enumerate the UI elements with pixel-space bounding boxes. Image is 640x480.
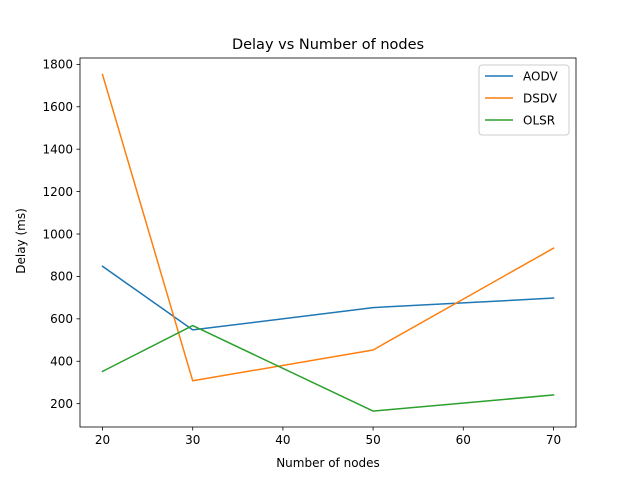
series-line-aodv [101, 265, 555, 331]
legend-label-dsdv: DSDV [523, 91, 558, 105]
x-tick-label: 40 [275, 433, 290, 447]
legend: AODV DSDV OLSR [478, 64, 570, 136]
y-tick-label: 200 [50, 397, 73, 411]
y-tick-label: 1600 [42, 100, 73, 114]
y-tick-label: 1800 [42, 58, 73, 72]
x-tick-label: 30 [185, 433, 200, 447]
series-line-dsdv [101, 73, 555, 382]
plot-area: 20 30 40 50 60 70 200 400 600 800 1000 1200 1400 1600… [42, 57, 577, 447]
y-tick-label: 600 [50, 312, 73, 326]
y-tick-label: 1200 [42, 185, 73, 199]
legend-box [478, 64, 570, 136]
legend-label-olsr: OLSR [523, 113, 555, 127]
x-tick-label: 60 [456, 433, 471, 447]
chart-title: Delay vs Number of nodes [232, 37, 424, 53]
series-line-olsr [101, 324, 555, 412]
x-tick-label: 20 [95, 433, 110, 447]
y-axis-label: Delay (ms) [14, 208, 28, 274]
y-tick-label: 800 [50, 270, 73, 284]
y-tick-label: 400 [50, 355, 73, 369]
y-tick-label: 1400 [42, 142, 73, 156]
legend-label-aodv: AODV [523, 69, 558, 83]
x-tick-label: 70 [546, 433, 561, 447]
y-tick-label: 1000 [42, 227, 73, 241]
axes-frame [79, 57, 577, 428]
x-axis-label: Number of nodes [276, 456, 380, 470]
x-tick-label: 50 [365, 433, 380, 447]
